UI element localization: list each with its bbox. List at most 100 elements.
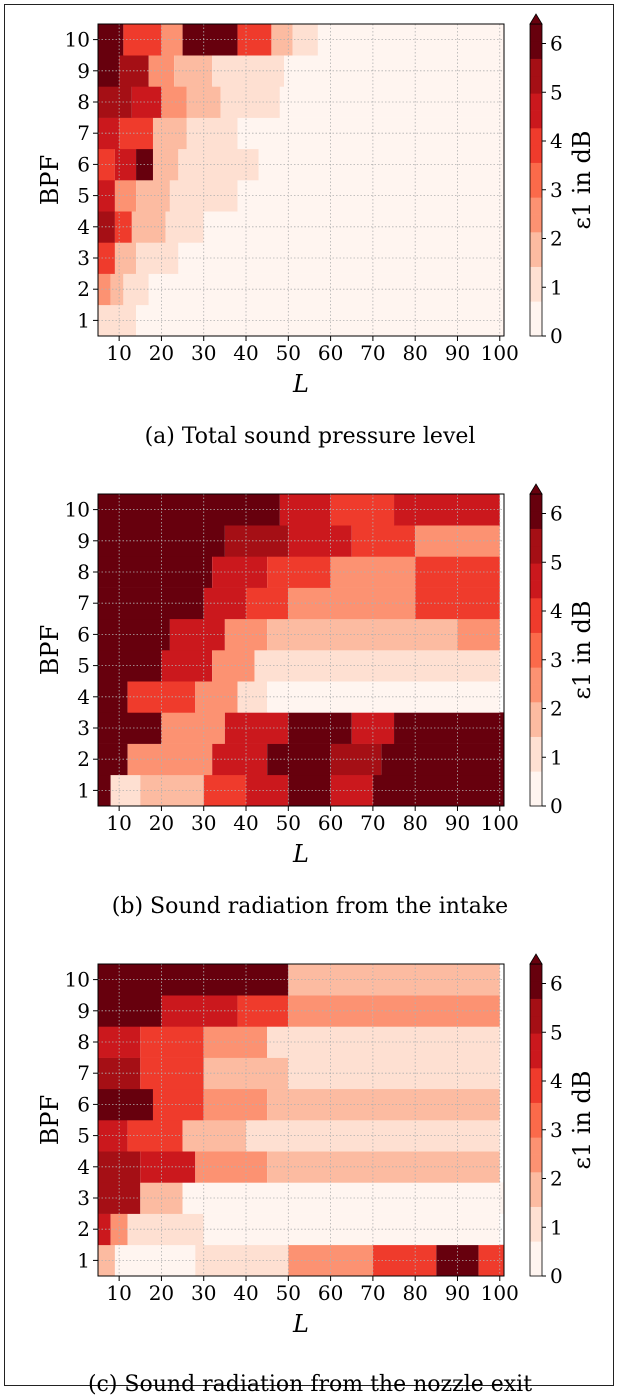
y-tick-label: 5 [77,184,90,208]
y-tick-label: 10 [65,28,90,52]
y-tick-label: 8 [77,1030,90,1054]
colorbar-band [530,1085,542,1103]
x-tick-label: 40 [233,341,258,365]
y-tick-label: 1 [77,778,90,802]
x-tick-label: 80 [402,1281,427,1305]
x-tick-label: 50 [276,341,301,365]
colorbar-extend-arrow [529,483,543,495]
y-tick-label: 9 [77,529,90,553]
heatmap-cell [394,494,500,526]
colorbar-tick-label: 1 [550,1215,563,1239]
heatmap-cell [258,148,504,181]
figure-frame [4,4,614,1386]
colorbar-band [530,598,542,616]
colorbar-band [530,771,542,789]
heatmap-cell [237,24,272,56]
y-axis-label: BPF [36,155,64,205]
panel-b: 10 20 30 40 50 60 70 80 90 100 1 2 3 4 5 6 7 8 9 10 L BPF 0 1 2 3… [0,470,620,930]
colorbar-band [530,788,542,807]
y-tick-label: 10 [65,498,90,522]
colorbar-tick-label: 2 [550,1167,563,1191]
x-axis-label: L [292,370,309,398]
x-tick-label: 80 [402,811,427,835]
x-tick-label: 20 [149,341,174,365]
colorbar-extend-arrow [529,953,543,965]
colorbar-band [530,650,542,668]
colorbar-band [530,93,542,111]
x-tick-label: 70 [360,811,385,835]
colorbar-band [530,162,542,181]
heatmap-cell [178,242,504,274]
colorbar-band [530,318,542,337]
heatmap-cell [140,1151,196,1183]
colorbar-tick-label: 0 [550,324,563,348]
colorbar-tick-label: 2 [550,227,563,251]
colorbar: 0 1 2 3 4 5 6 ε1 in dB [529,13,596,348]
colorbar-band [530,667,542,685]
heatmap-cell [98,1213,111,1246]
y-axis-label: BPF [36,1095,64,1145]
heatmap-cell [114,242,137,274]
x-tick-label: 30 [191,811,216,835]
y-tick-label: 2 [77,1217,90,1241]
colorbar-band [530,702,542,720]
plot-frame [97,963,505,1277]
heatmap-cell [110,774,141,807]
y-tick-label: 10 [65,968,90,992]
colorbar-tick-label: 0 [550,794,563,818]
colorbar-band [530,736,542,755]
heatmap-cell [98,273,111,306]
x-tick-label: 70 [360,341,385,365]
colorbar-tick-label: 4 [550,1069,563,1093]
heatmap-cell [186,117,238,150]
colorbar-band [530,719,542,737]
colorbar-band [530,494,542,512]
heatmap-cell [165,211,204,243]
colorbar-band [530,1224,542,1242]
colorbar-tick-label: 3 [550,648,563,672]
x-tick-label: 40 [233,811,258,835]
colorbar-band [530,998,542,1017]
colorbar-band [530,145,542,163]
colorbar-band [530,301,542,319]
colorbar-band [530,546,542,564]
plot-frame [97,493,505,807]
y-tick-label: 4 [77,685,90,709]
x-tick-label: 50 [276,811,301,835]
colorbar-band [530,1120,542,1138]
y-tick-label: 7 [77,591,90,615]
colorbar-band [530,197,542,215]
colorbar-band [530,1068,542,1086]
colorbar-tick-label: 4 [550,129,563,153]
heatmap-cell [271,24,293,56]
heatmap-cell [136,242,179,274]
colorbar-band [530,1206,542,1225]
x-tick-label: 50 [276,1281,301,1305]
colorbar: 0 1 2 3 4 5 6 ε1 in dB [529,953,596,1288]
gridlines [98,24,504,336]
colorbar-band [530,964,542,982]
heatmap-cell [351,712,395,744]
x-tick-label: 40 [233,1281,258,1305]
colorbar-band [530,1189,542,1207]
y-tick-label: 6 [77,152,90,176]
colorbar-band [530,232,542,250]
colorbar-band [530,981,542,999]
x-tick-label: 30 [191,341,216,365]
colorbar-tick-label: 2 [550,697,563,721]
heatmap-cell [292,117,504,150]
colorbar-tick-label: 5 [550,80,563,104]
heatmap-a-plot: 10 20 30 40 50 60 70 80 90 100 1 2 3 4 5 6 7 8 9 10 L BPF 0 1 2 3… [36,13,596,398]
heatmap-cell [457,618,500,651]
colorbar-band [530,1172,542,1190]
colorbar-band [530,632,542,651]
colorbar-band [530,1050,542,1069]
colorbar-tick-label: 3 [550,178,563,202]
colorbar-tick-label: 1 [550,275,563,299]
x-tick-label: 90 [445,811,470,835]
heatmap-cells [98,24,504,337]
colorbar-band [530,615,542,633]
colorbar-band [530,24,542,42]
heatmap-b-plot: 10 20 30 40 50 60 70 80 90 100 1 2 3 4 5 6 7 8 9 10 L BPF 0 1 2 3… [36,483,596,868]
heatmap-cell [195,681,238,713]
